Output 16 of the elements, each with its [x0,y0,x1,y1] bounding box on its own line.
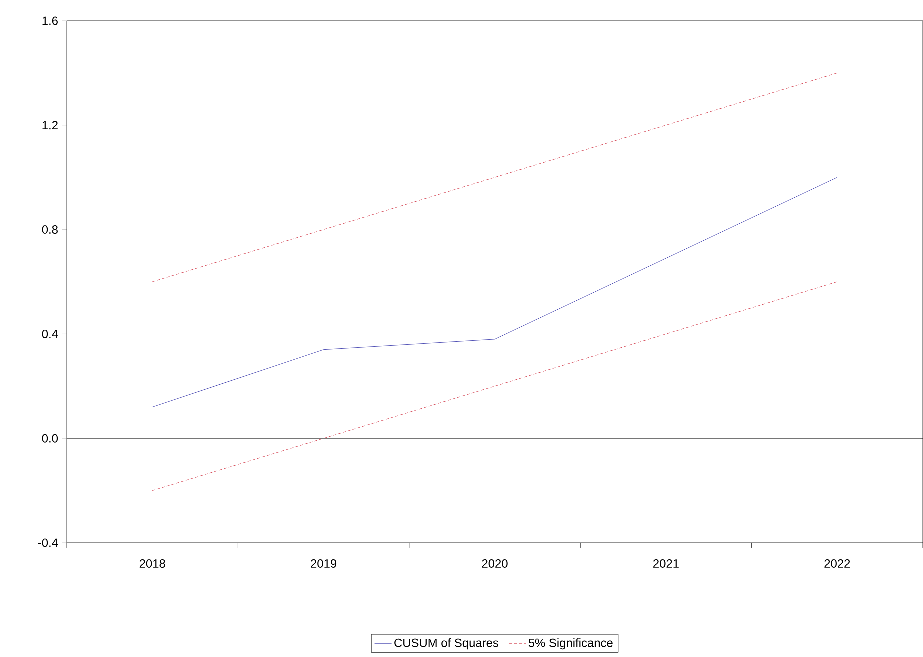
line-series [152,282,838,491]
y-tick-label: 1.2 [42,121,58,130]
line-series [152,72,838,282]
x-tick-label: 2018 [140,560,166,568]
line-series [152,177,838,408]
y-tick-label: -0.4 [38,538,58,548]
y-tick-label: 0.4 [42,330,58,338]
y-tick-label: 0.0 [42,434,58,443]
y-tick-label: 1.6 [42,16,58,26]
y-tick-label: 0.8 [42,226,58,234]
legend-label: CUSUM of Squares [394,638,499,650]
x-tick-label: 2022 [824,560,850,568]
x-tick-label: 2020 [482,560,508,568]
x-tick-label: 2019 [311,560,337,568]
x-tick-label: 2021 [654,560,679,568]
legend-label: 5% Significance [528,638,613,650]
